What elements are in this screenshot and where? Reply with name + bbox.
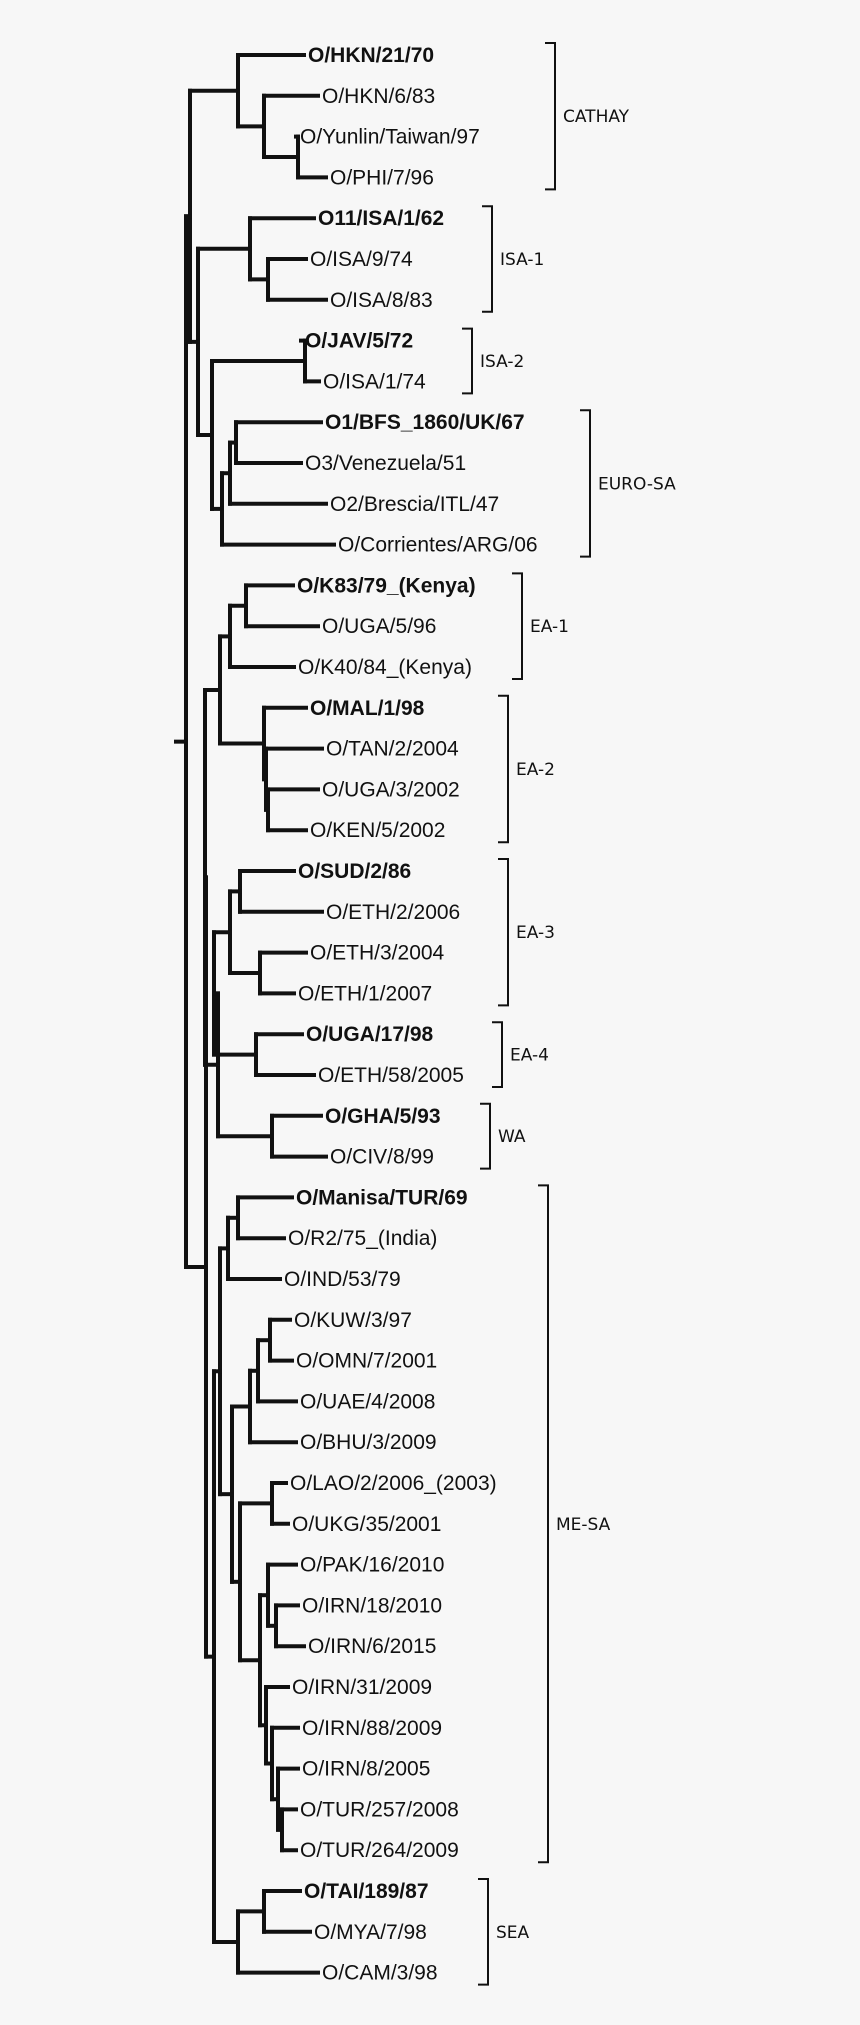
leaf-label: O/SUD/2/86 [298, 860, 411, 883]
clade-label: EA-3 [516, 923, 555, 943]
clade-label: SEA [496, 1923, 530, 1943]
leaf-label: O/TAI/189/87 [304, 1880, 429, 1903]
leaf-label: O/UKG/35/2001 [292, 1513, 441, 1536]
clade-bracket [492, 1021, 503, 1088]
leaf-label: O/ETH/2/2006 [326, 901, 460, 924]
leaf-label: O/MAL/1/98 [310, 697, 425, 720]
leaf-label: O1/BFS_1860/UK/67 [325, 411, 525, 434]
leaf-label: O/IRN/8/2005 [302, 1758, 430, 1781]
leaf-label: O/GHA/5/93 [325, 1105, 441, 1128]
clade-bracket [580, 409, 591, 558]
leaf-label: O/ETH/1/2007 [298, 982, 432, 1005]
clade-label: EA-2 [516, 760, 555, 780]
leaf-label: O/ETH/58/2005 [318, 1064, 464, 1087]
leaf-label: O/CAM/3/98 [322, 1962, 438, 1985]
clade-label: EA-4 [510, 1046, 549, 1066]
leaf-label: O/MYA/7/98 [314, 1921, 427, 1944]
clade-label: EA-1 [530, 617, 569, 637]
leaf-label: O/HKN/6/83 [322, 85, 435, 108]
leaf-label: O/BHU/3/2009 [300, 1431, 437, 1454]
tree-leaf-labels: O/HKN/21/70 O/HKN/6/83 O/Yunlin/Taiwan/97 O… [284, 44, 538, 1985]
clade-label: CATHAY [563, 107, 630, 127]
leaf-label: O/IRN/6/2015 [308, 1635, 436, 1658]
leaf-label: O/UGA/17/98 [306, 1023, 434, 1046]
leaf-label: O/Yunlin/Taiwan/97 [300, 126, 480, 149]
leaf-label: O/UGA/5/96 [322, 615, 436, 638]
clade-bracket [480, 1102, 491, 1170]
leaf-label: O/Corrientes/ARG/06 [338, 534, 538, 557]
clade-bracket [482, 205, 493, 313]
leaf-label: O/IND/53/79 [284, 1268, 401, 1291]
leaf-label: O/K83/79_(Kenya) [297, 574, 476, 597]
clade-bracket [498, 694, 509, 844]
clade-label: WA [498, 1127, 526, 1147]
leaf-label: O/TUR/257/2008 [300, 1798, 459, 1821]
leaf-label: O/TAN/2/2004 [326, 738, 459, 761]
clade-label: ISA-2 [480, 352, 524, 372]
leaf-label: O/LAO/2/2006_(2003) [290, 1472, 497, 1495]
leaf-label: O/ISA/8/83 [330, 289, 433, 312]
leaf-label: O/PHI/7/96 [330, 166, 434, 189]
leaf-label: O/R2/75_(India) [288, 1227, 437, 1250]
clade-label: ME-SA [556, 1515, 611, 1535]
leaf-label: O2/Brescia/ITL/47 [330, 493, 499, 516]
clade-label: EURO-SA [598, 474, 676, 494]
leaf-label: O/OMN/7/2001 [296, 1350, 437, 1373]
leaf-label: O/ISA/1/74 [323, 370, 426, 393]
leaf-label: O/ETH/3/2004 [310, 942, 445, 965]
leaf-label: O/Manisa/TUR/69 [296, 1186, 468, 1209]
leaf-label: O/IRN/18/2010 [302, 1594, 442, 1617]
tree-branches [174, 53, 336, 1975]
clade-label: ISA-1 [500, 250, 544, 270]
leaf-label: O3/Venezuela/51 [305, 452, 466, 475]
leaf-label: O/HKN/21/70 [308, 44, 434, 67]
leaf-label: O/TUR/264/2009 [300, 1839, 459, 1862]
leaf-label: O/JAV/5/72 [305, 330, 413, 353]
leaf-label: O/IRN/31/2009 [292, 1676, 432, 1699]
clade-bracket [512, 572, 523, 680]
leaf-label: O/KEN/5/2002 [310, 819, 445, 842]
clade-bracket [545, 42, 556, 191]
leaf-label: O/IRN/88/2009 [302, 1717, 442, 1740]
leaf-label: O11/ISA/1/62 [318, 207, 444, 230]
leaf-label: O/UGA/3/2002 [322, 778, 460, 801]
leaf-label: O/K40/84_(Kenya) [298, 656, 472, 679]
clade-bracket [498, 858, 509, 1007]
clade-bracket [462, 327, 473, 395]
clade-brackets: CATHAY ISA-1 ISA-2 EURO-SA EA-1 EA-2 EA-3 EA-4 W… [462, 42, 676, 1986]
clade-bracket [478, 1878, 489, 1986]
clade-bracket [538, 1184, 549, 1864]
leaf-label: O/PAK/16/2010 [300, 1554, 444, 1577]
leaf-label: O/CIV/8/99 [330, 1146, 434, 1169]
leaf-label: O/UAE/4/2008 [300, 1390, 435, 1413]
leaf-label: O/KUW/3/97 [294, 1309, 412, 1332]
leaf-label: O/ISA/9/74 [310, 248, 413, 271]
